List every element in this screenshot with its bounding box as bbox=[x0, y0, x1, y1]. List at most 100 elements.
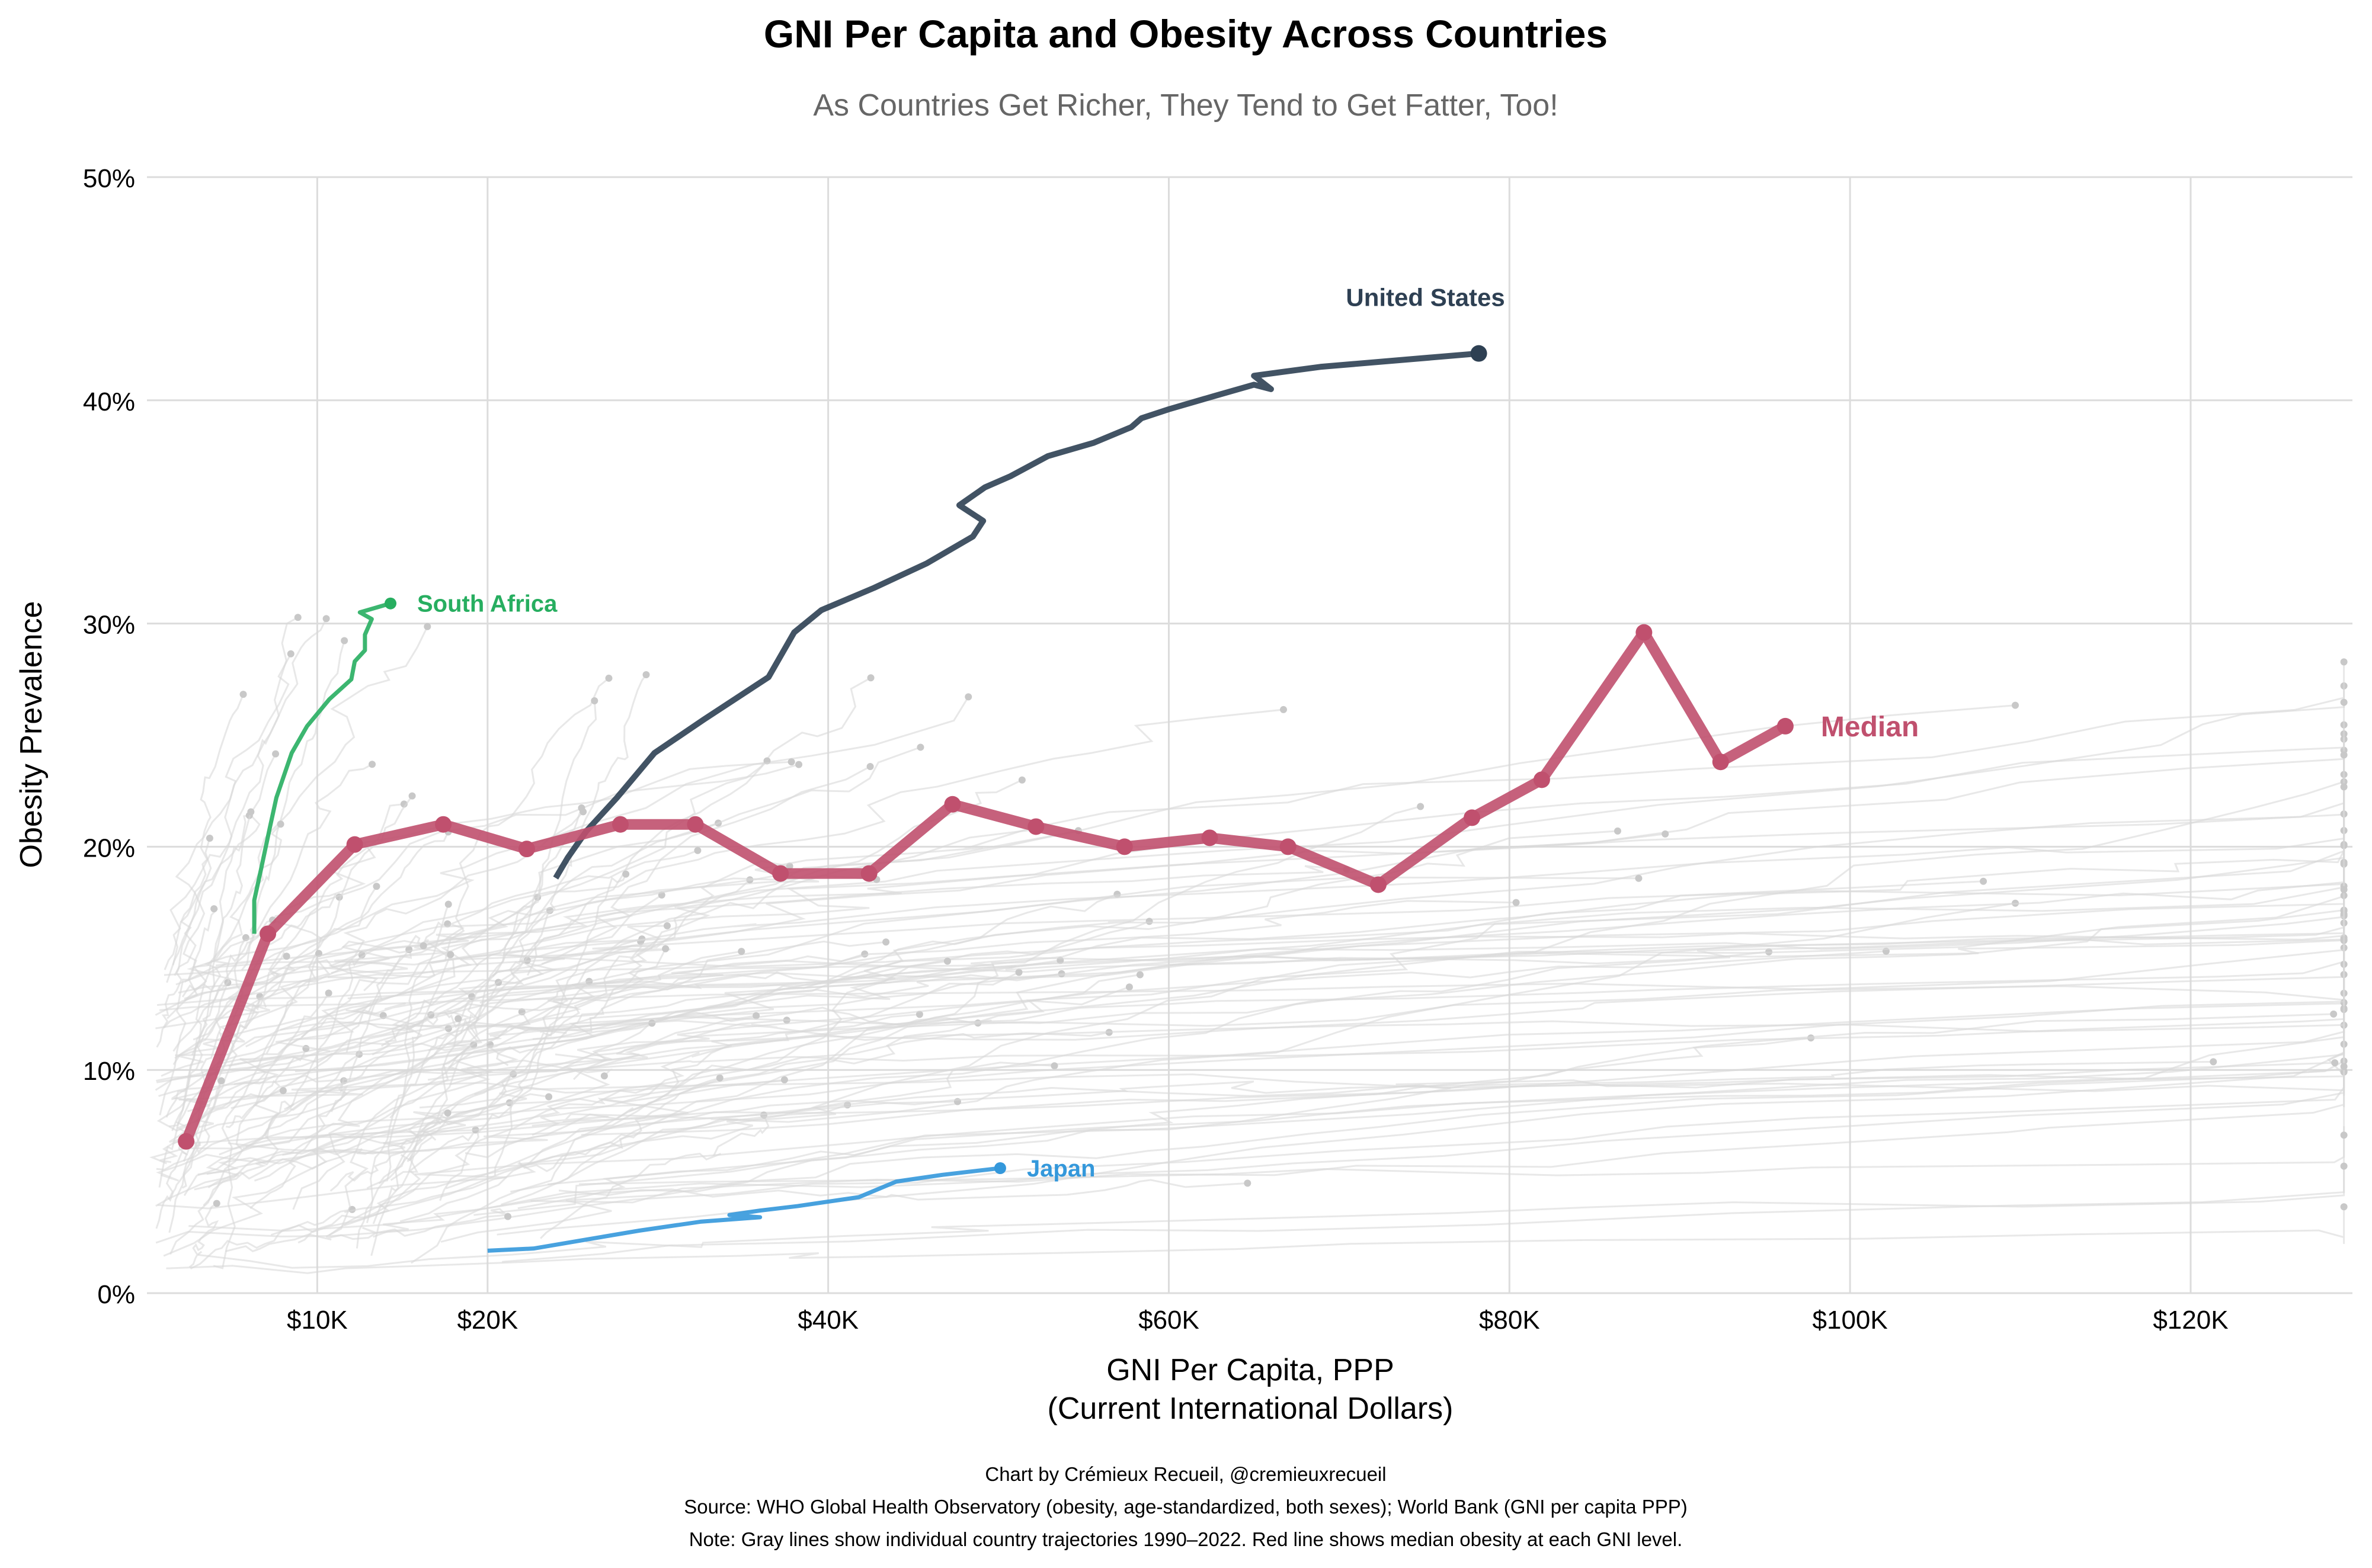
country-trajectory bbox=[184, 874, 877, 1000]
country-endpoint bbox=[447, 951, 454, 958]
south-africa-series: South Africa bbox=[252, 591, 558, 934]
country-trajectory bbox=[156, 1044, 491, 1171]
country-endpoint bbox=[1662, 830, 1669, 838]
background-trajectories bbox=[149, 614, 2348, 1274]
median-point bbox=[1464, 809, 1481, 826]
south-africa-line bbox=[252, 601, 391, 934]
country-trajectory bbox=[197, 1166, 2345, 1269]
japan-series: Japan bbox=[487, 1156, 1096, 1253]
country-endpoint bbox=[2340, 698, 2348, 706]
country-trajectory bbox=[155, 1080, 222, 1229]
country-endpoint bbox=[444, 1109, 452, 1117]
axis-ticks: 0% 10% 20% 30% 40% 50% $10K $20K $40K $60K $80K $10… bbox=[83, 164, 2229, 1335]
country-trajectory bbox=[193, 811, 584, 1041]
country-trajectory bbox=[461, 676, 872, 967]
country-trajectory bbox=[262, 831, 449, 1008]
country-endpoint bbox=[882, 938, 890, 946]
country-endpoint bbox=[662, 945, 670, 953]
country-endpoint bbox=[1635, 874, 1643, 882]
country-trajectory bbox=[297, 1129, 476, 1244]
country-endpoint bbox=[917, 743, 924, 751]
country-endpoint bbox=[943, 957, 951, 965]
x-tick-label: $40K bbox=[798, 1306, 859, 1335]
country-trajectory bbox=[172, 763, 373, 1052]
united-states-series: United States bbox=[553, 284, 1505, 880]
japan-endpoint bbox=[994, 1162, 1006, 1174]
south-africa-label: South Africa bbox=[417, 591, 558, 617]
country-trajectory bbox=[166, 1207, 2345, 1274]
country-endpoint bbox=[287, 650, 295, 658]
country-endpoint bbox=[217, 1077, 225, 1085]
country-trajectory bbox=[194, 1009, 384, 1128]
country-trajectory bbox=[164, 694, 244, 970]
country-trajectory bbox=[158, 815, 250, 1188]
median-point bbox=[346, 836, 363, 853]
median-point bbox=[1369, 876, 1387, 893]
country-trajectory bbox=[169, 886, 377, 1127]
japan-label: Japan bbox=[1027, 1156, 1096, 1182]
country-trajectory bbox=[330, 949, 410, 1112]
x-tick-label: $120K bbox=[2153, 1306, 2228, 1335]
x-tick-label: $60K bbox=[1138, 1306, 1199, 1335]
country-endpoint bbox=[2340, 1063, 2348, 1070]
median-point bbox=[772, 865, 789, 882]
country-endpoint bbox=[341, 637, 348, 644]
x-tick-label: $80K bbox=[1479, 1306, 1540, 1335]
country-endpoint bbox=[247, 808, 255, 816]
country-endpoint bbox=[2340, 1162, 2348, 1170]
median-point bbox=[1776, 717, 1794, 735]
country-endpoint bbox=[663, 922, 671, 929]
country-endpoint bbox=[294, 614, 302, 621]
y-tick-label: 40% bbox=[83, 387, 135, 416]
median-point bbox=[860, 865, 878, 882]
country-trajectory bbox=[155, 950, 742, 1091]
country-trajectory bbox=[159, 908, 219, 1115]
x-tick-label: $10K bbox=[287, 1306, 348, 1335]
country-endpoint bbox=[1125, 983, 1133, 991]
footer-credit: Chart by Crémieux Recueil, @cremieuxrecu… bbox=[985, 1463, 1386, 1485]
country-trajectory bbox=[488, 760, 768, 989]
country-trajectory bbox=[181, 823, 283, 998]
median-series: Median bbox=[178, 624, 1919, 1150]
country-trajectory bbox=[155, 761, 792, 1016]
country-trajectory bbox=[372, 1179, 1248, 1238]
country-endpoint bbox=[2210, 1058, 2217, 1066]
country-trajectory bbox=[169, 1053, 360, 1255]
country-endpoint bbox=[1980, 877, 1987, 885]
country-trajectory bbox=[225, 1208, 509, 1252]
median-point bbox=[178, 1133, 195, 1150]
country-trajectory bbox=[411, 960, 948, 1264]
footer-note: Note: Gray lines show individual country… bbox=[689, 1528, 1683, 1550]
y-tick-label: 20% bbox=[83, 833, 135, 862]
country-endpoint bbox=[2331, 1059, 2339, 1067]
country-endpoint bbox=[965, 693, 972, 701]
country-endpoint bbox=[2012, 701, 2019, 709]
y-tick-label: 10% bbox=[83, 1057, 135, 1086]
median-point bbox=[612, 816, 629, 833]
country-trajectory bbox=[492, 700, 597, 977]
country-trajectory bbox=[579, 1126, 2345, 1185]
country-trajectory bbox=[156, 880, 1984, 1083]
country-endpoint bbox=[605, 674, 613, 682]
united-states-endpoint bbox=[1470, 345, 1487, 362]
median-label: Median bbox=[1821, 711, 1919, 743]
x-tick-label: $100K bbox=[1813, 1306, 1888, 1335]
united-states-line bbox=[553, 350, 1479, 880]
country-trajectory bbox=[329, 1110, 449, 1192]
country-trajectory bbox=[155, 925, 667, 1207]
median-point bbox=[687, 816, 704, 833]
country-trajectory bbox=[532, 830, 1618, 1040]
country-endpoint bbox=[753, 1012, 760, 1019]
country-endpoint bbox=[1417, 803, 1425, 810]
country-trajectory bbox=[510, 781, 2345, 1193]
country-trajectory bbox=[555, 950, 1887, 1061]
country-endpoint bbox=[642, 671, 650, 679]
country-trajectory bbox=[356, 954, 452, 1249]
country-trajectory bbox=[518, 1077, 721, 1172]
country-trajectory bbox=[325, 959, 528, 1238]
country-trajectory bbox=[532, 1060, 2214, 1127]
country-endpoint bbox=[600, 1072, 608, 1080]
country-endpoint bbox=[2340, 1203, 2348, 1211]
median-point bbox=[1712, 753, 1729, 771]
